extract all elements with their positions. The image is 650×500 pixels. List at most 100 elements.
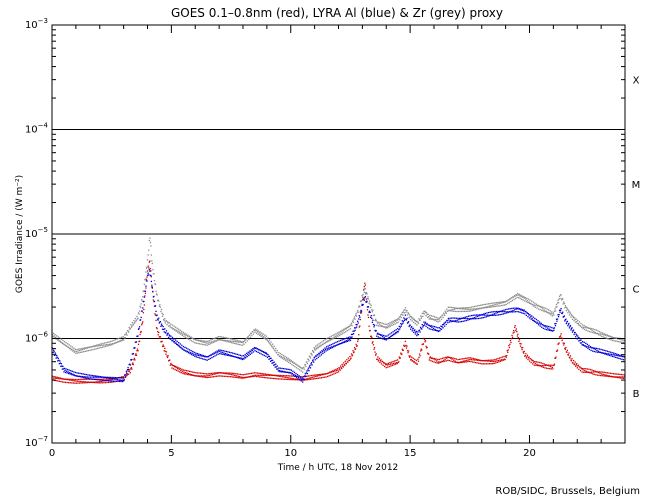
data-point [109, 344, 111, 346]
data-point [102, 380, 104, 382]
data-point [414, 333, 416, 335]
data-point [257, 374, 260, 376]
data-point [549, 329, 551, 331]
data-point [439, 361, 442, 363]
data-point [260, 349, 262, 352]
data-point [402, 311, 405, 313]
data-point [492, 302, 494, 304]
data-point [386, 363, 388, 365]
data-point [189, 374, 192, 376]
data-point [142, 321, 144, 323]
data-point [173, 340, 176, 343]
data-point [559, 335, 562, 337]
data-point [195, 339, 197, 341]
data-point [57, 339, 59, 341]
data-point [120, 336, 123, 338]
data-point [440, 328, 443, 330]
data-point [263, 351, 265, 354]
data-point [267, 340, 270, 342]
data-point [503, 311, 506, 313]
data-point [555, 356, 557, 358]
data-point [347, 361, 349, 363]
data-point [335, 368, 337, 371]
data-point [449, 319, 452, 322]
data-point [552, 312, 555, 314]
data-point [242, 357, 244, 360]
data-point [622, 359, 625, 361]
data-point [277, 370, 279, 372]
data-point [242, 374, 245, 376]
data-point [401, 320, 403, 322]
data-point [132, 323, 135, 325]
data-point [441, 314, 444, 316]
data-point [148, 269, 150, 271]
data-point [536, 322, 539, 324]
data-point [77, 378, 80, 381]
data-point [557, 316, 560, 318]
data-point [521, 312, 523, 314]
y-tick-label: 10−7 [25, 435, 48, 449]
data-point [550, 365, 552, 368]
data-point [96, 345, 98, 347]
data-point [179, 367, 181, 370]
data-point [205, 340, 207, 343]
data-point [341, 342, 343, 344]
data-point [234, 356, 236, 358]
data-point [451, 358, 453, 360]
data-point [531, 317, 533, 320]
data-point [489, 359, 491, 361]
data-point [198, 353, 200, 355]
data-point [342, 341, 344, 343]
data-point [319, 351, 322, 353]
data-point [333, 373, 335, 375]
data-point [282, 368, 285, 370]
data-point [66, 372, 68, 374]
data-point [115, 380, 118, 382]
data-point [462, 317, 464, 320]
data-point [577, 335, 579, 337]
data-point [397, 321, 399, 323]
data-point [122, 336, 124, 338]
data-point [382, 326, 384, 328]
data-point [540, 364, 542, 367]
data-point [584, 326, 586, 329]
data-point [170, 364, 173, 366]
data-point [427, 316, 429, 319]
data-point [554, 357, 557, 359]
data-point [287, 371, 289, 374]
data-point [94, 375, 97, 377]
data-point [598, 351, 600, 354]
data-point [500, 359, 503, 361]
data-point [220, 375, 222, 377]
data-point [350, 324, 352, 326]
data-point [488, 305, 491, 307]
data-point [246, 373, 248, 375]
data-point [422, 315, 424, 318]
data-point [488, 315, 491, 317]
data-point [475, 314, 478, 316]
data-point [511, 334, 513, 337]
data-point [550, 312, 552, 315]
data-point [463, 317, 465, 320]
data-point [140, 306, 142, 309]
data-point [268, 358, 270, 361]
data-point [549, 326, 551, 328]
data-point [244, 341, 247, 344]
data-point [488, 306, 490, 308]
data-point [464, 316, 466, 318]
data-point [417, 360, 420, 362]
data-point [230, 372, 232, 374]
data-point [82, 373, 84, 375]
data-point [336, 341, 339, 343]
data-point [169, 359, 171, 361]
data-point [181, 334, 183, 337]
data-point [213, 340, 216, 342]
data-point [278, 374, 280, 377]
y-tick-label: 10−5 [25, 226, 48, 240]
data-point [262, 376, 264, 378]
data-point [173, 365, 175, 367]
data-point [136, 350, 138, 352]
data-point [564, 320, 566, 322]
data-point [535, 304, 537, 307]
